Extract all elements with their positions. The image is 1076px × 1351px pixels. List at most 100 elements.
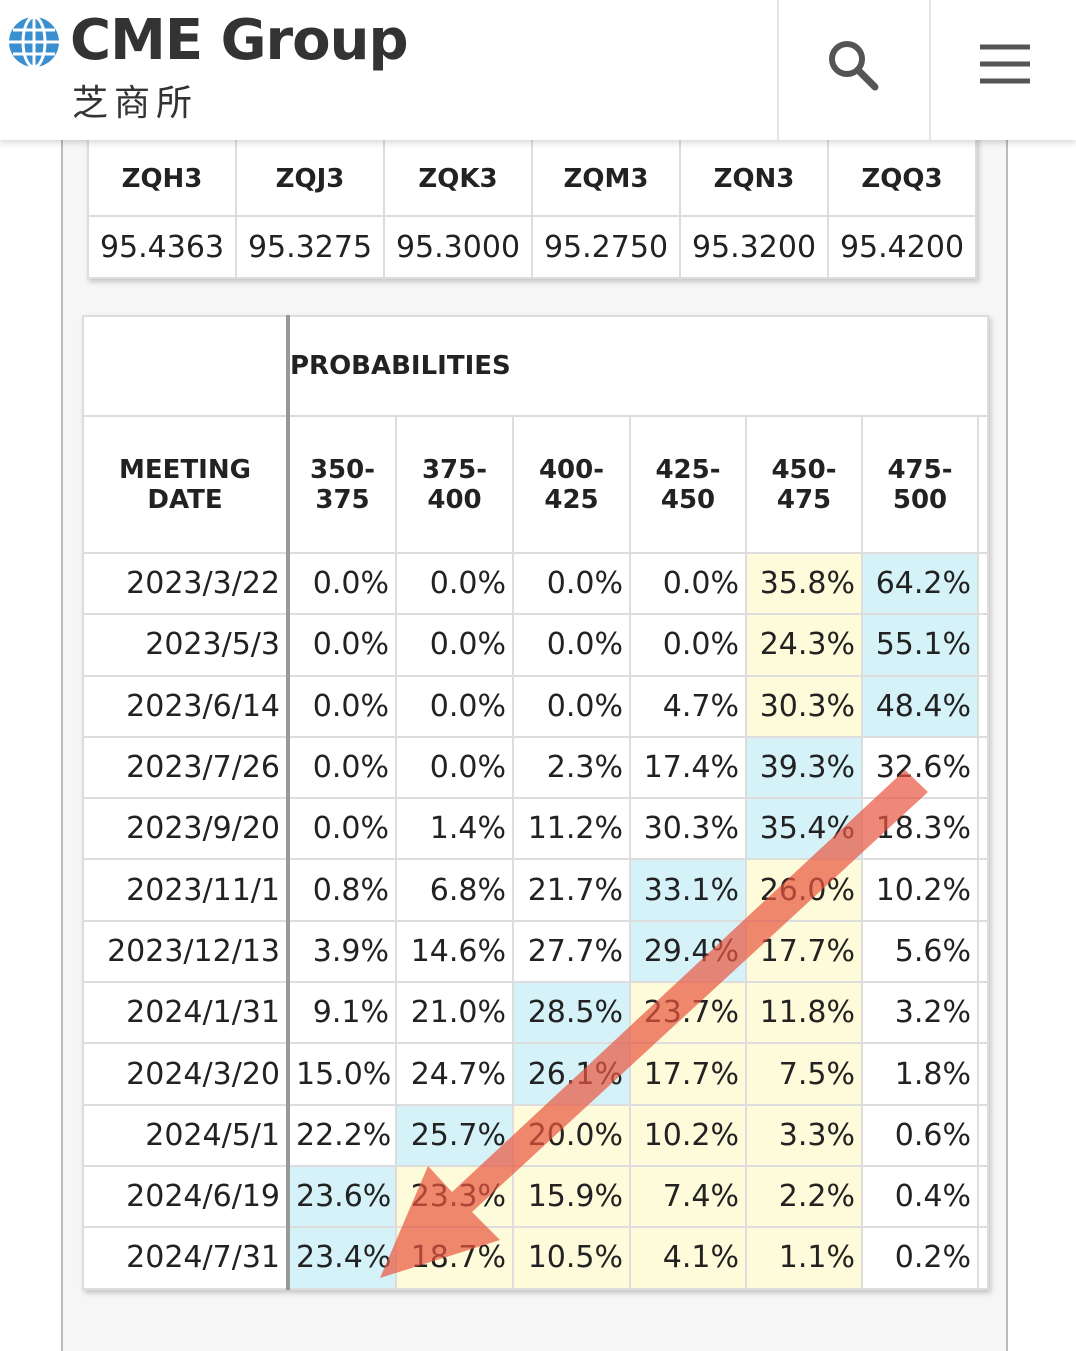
probability-cell: 35.8% bbox=[745, 551, 863, 616]
probability-cell: 20.0% bbox=[512, 1103, 631, 1167]
probability-cell: 2.2% bbox=[745, 1164, 863, 1229]
probability-cell: 14.6% bbox=[395, 919, 514, 984]
probability-cell: 1.1% bbox=[745, 1226, 863, 1290]
probability-cell: 26.0% bbox=[745, 858, 863, 922]
probability-cell: 21.7% bbox=[512, 858, 631, 922]
contract-header: ZQJ3 bbox=[235, 128, 385, 217]
range-header: 450-475 bbox=[745, 415, 863, 554]
probability-cell: 15.0% bbox=[287, 1042, 397, 1106]
search-button[interactable] bbox=[825, 35, 885, 95]
probability-cell: 3.3% bbox=[745, 1103, 863, 1167]
spacer-cell bbox=[976, 1103, 990, 1167]
meeting-date: 2023/6/14 bbox=[82, 674, 290, 738]
probability-cell: 17.4% bbox=[629, 735, 747, 800]
spacer-cell bbox=[976, 674, 990, 738]
probability-cell: 0.0% bbox=[512, 613, 631, 677]
spacer-cell bbox=[976, 858, 990, 922]
table-row: 2023/7/26 0.0% 0.0% 2.3% 17.4% 39.3% 32.6% bbox=[82, 735, 990, 800]
probability-cell: 29.4% bbox=[629, 919, 747, 984]
probability-cell: 23.3% bbox=[395, 1164, 514, 1229]
probability-cell: 18.3% bbox=[861, 797, 979, 861]
meeting-date: 2024/6/19 bbox=[82, 1164, 290, 1229]
probability-cell: 27.7% bbox=[512, 919, 631, 984]
probability-cell: 0.4% bbox=[861, 1164, 979, 1229]
probability-cell: 0.0% bbox=[512, 674, 631, 738]
globe-icon bbox=[9, 15, 59, 69]
probability-cell: 17.7% bbox=[629, 1042, 747, 1106]
probability-cell: 64.2% bbox=[861, 551, 979, 616]
probability-cell: 0.0% bbox=[629, 551, 747, 616]
probability-cell: 9.1% bbox=[287, 981, 397, 1045]
table-row: 2024/1/31 9.1% 21.0% 28.5% 23.7% 11.8% 3.2% bbox=[82, 981, 990, 1045]
table-row: 2024/7/31 23.4% 18.7% 10.5% 4.1% 1.1% 0.2% bbox=[82, 1226, 990, 1290]
probability-cell: 0.0% bbox=[395, 674, 514, 738]
range-header: 375-400 bbox=[395, 415, 514, 554]
probability-cell: 24.7% bbox=[395, 1042, 514, 1106]
separator bbox=[777, 0, 779, 140]
contract-price: 95.4200 bbox=[827, 215, 977, 279]
range-header: 425-450 bbox=[629, 415, 747, 554]
separator bbox=[929, 0, 931, 140]
contract-header: ZQQ3 bbox=[827, 128, 977, 217]
meeting-date: 2023/5/3 bbox=[82, 613, 290, 677]
table-row: 2023/11/1 0.8% 6.8% 21.7% 33.1% 26.0% 10.2% bbox=[82, 858, 990, 922]
probability-cell: 48.4% bbox=[861, 674, 979, 738]
probability-cell: 23.7% bbox=[629, 981, 747, 1045]
probability-cell: 0.6% bbox=[861, 1103, 979, 1167]
probability-cell: 30.3% bbox=[745, 674, 863, 738]
probability-cell: 0.0% bbox=[287, 735, 397, 800]
table-row: 2023/9/20 0.0% 1.4% 11.2% 30.3% 35.4% 18.3% bbox=[82, 797, 990, 861]
probability-cell: 32.6% bbox=[861, 735, 979, 800]
spacer-cell bbox=[976, 1164, 990, 1229]
contract-header: ZQK3 bbox=[383, 128, 533, 217]
meeting-date: 2023/9/20 bbox=[82, 797, 290, 861]
probability-cell: 4.7% bbox=[629, 674, 747, 738]
probability-cell: 4.1% bbox=[629, 1226, 747, 1290]
meeting-date: 2024/1/31 bbox=[82, 981, 290, 1045]
probability-cell: 0.0% bbox=[287, 674, 397, 738]
blank-cell bbox=[82, 315, 290, 417]
probability-cell: 2.3% bbox=[512, 735, 631, 800]
probability-cell: 7.5% bbox=[745, 1042, 863, 1106]
contract-price: 95.3000 bbox=[383, 215, 533, 279]
probability-cell: 22.2% bbox=[287, 1103, 397, 1167]
probability-cell: 15.9% bbox=[512, 1164, 631, 1229]
range-header: 475-500 bbox=[861, 415, 979, 554]
contract-price: 95.2750 bbox=[531, 215, 681, 279]
menu-button[interactable] bbox=[978, 42, 1038, 92]
meeting-date-header: MEETING DATE bbox=[82, 415, 290, 554]
spacer-cell bbox=[976, 551, 990, 616]
logo-subtitle: 芝商所 bbox=[72, 83, 199, 124]
probability-cell: 17.7% bbox=[745, 919, 863, 984]
contract-header: ZQN3 bbox=[679, 128, 829, 217]
probability-cell: 55.1% bbox=[861, 613, 979, 677]
probability-cell: 11.8% bbox=[745, 981, 863, 1045]
probability-cell: 28.5% bbox=[512, 981, 631, 1045]
table-row: 2023/3/22 0.0% 0.0% 0.0% 0.0% 35.8% 64.2% bbox=[82, 551, 990, 616]
probability-cell: 0.8% bbox=[287, 858, 397, 922]
probability-cell: 0.2% bbox=[861, 1226, 979, 1290]
meeting-date: 2024/3/20 bbox=[82, 1042, 290, 1106]
probability-cell: 3.9% bbox=[287, 919, 397, 984]
probability-cell: 33.1% bbox=[629, 858, 747, 922]
contract-header: ZQM3 bbox=[531, 128, 681, 217]
probability-cell: 0.0% bbox=[395, 613, 514, 677]
probability-cell: 21.0% bbox=[395, 981, 514, 1045]
site-header: CME Group 芝商所 bbox=[0, 0, 1076, 140]
probability-cell: 0.0% bbox=[395, 551, 514, 616]
probability-cell: 39.3% bbox=[745, 735, 863, 800]
spacer-cell bbox=[976, 919, 990, 984]
spacer-cell bbox=[976, 797, 990, 861]
contract-price: 95.3275 bbox=[235, 215, 385, 279]
probability-cell: 7.4% bbox=[629, 1164, 747, 1229]
probability-cell: 1.8% bbox=[861, 1042, 979, 1106]
table-row: 2024/6/19 23.6% 23.3% 15.9% 7.4% 2.2% 0.4% bbox=[82, 1164, 990, 1229]
probability-cell: 0.0% bbox=[287, 613, 397, 677]
probability-cell: 0.0% bbox=[287, 551, 397, 616]
table-row: 2023/12/13 3.9% 14.6% 27.7% 29.4% 17.7% 5.6% bbox=[82, 919, 990, 984]
probability-cell: 0.0% bbox=[395, 735, 514, 800]
probability-cell: 5.6% bbox=[861, 919, 979, 984]
meeting-date: 2023/11/1 bbox=[82, 858, 290, 922]
logo-text[interactable]: CME Group bbox=[70, 8, 409, 73]
